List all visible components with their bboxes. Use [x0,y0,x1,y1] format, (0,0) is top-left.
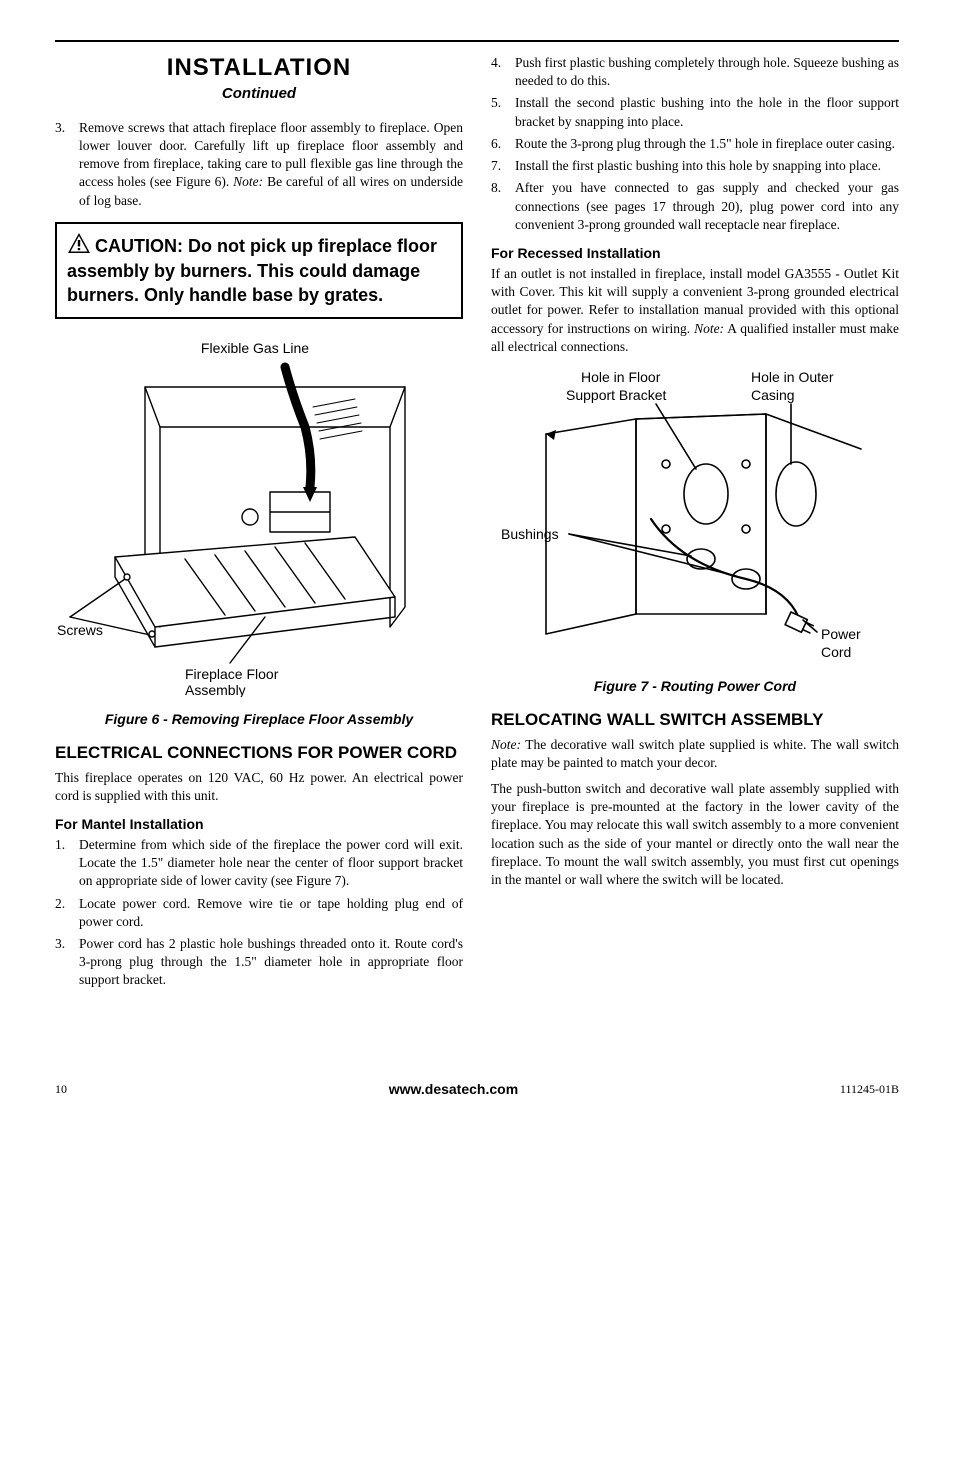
figure-7: Hole in Floor Support Bracket Hole in Ou… [491,364,899,669]
list-text: Install the first plastic bushing into t… [515,157,899,175]
right-top-list: 4. Push first plastic bushing completely… [491,54,899,234]
fig6-label-floor2: Assembly [185,682,246,697]
heading-relocating: RELOCATING WALL SWITCH ASSEMBLY [491,710,899,730]
list-item: 2. Locate power cord. Remove wire tie or… [55,895,463,931]
caution-box: CAUTION: Do not pick up fireplace floor … [55,222,463,319]
fig7-label-hole-outer1: Hole in Outer [751,369,834,385]
list-number: 8. [491,179,515,234]
text-frag: The decorative wall switch plate supplie… [491,737,899,770]
list-item: 6. Route the 3-prong plug through the 1.… [491,135,899,153]
list-item: 7. Install the first plastic bushing int… [491,157,899,175]
footer-page-number: 10 [55,1081,67,1097]
caution-text: CAUTION: Do not pick up fireplace floor … [67,236,437,305]
two-column-layout: INSTALLATION Continued 3. Remove screws … [55,48,899,1000]
warning-icon [67,232,91,260]
paragraph: The push-button switch and decorative wa… [491,780,899,889]
paragraph: Note: The decorative wall switch plate s… [491,736,899,772]
fig7-label-power2: Cord [821,644,851,660]
list-number: 1. [55,836,79,891]
list-text: Push first plastic bushing completely th… [515,54,899,90]
list-number: 3. [55,119,79,210]
fig6-label-flex: Flexible Gas Line [201,340,309,356]
top-rule [55,40,899,42]
paragraph: If an outlet is not installed in firepla… [491,265,899,356]
list-item: 5. Install the second plastic bushing in… [491,94,899,130]
note-label: Note: [694,321,724,336]
list-item: 3. Remove screws that attach fireplace f… [55,119,463,210]
list-number: 2. [55,895,79,931]
list-text: Route the 3-prong plug through the 1.5" … [515,135,899,153]
list-number: 7. [491,157,515,175]
list-text: Power cord has 2 plastic hole bushings t… [79,935,463,990]
fig7-label-hole-floor2: Support Bracket [566,387,666,403]
mantel-list: 1. Determine from which side of the fire… [55,836,463,990]
section-title: INSTALLATION [55,52,463,84]
left-top-list: 3. Remove screws that attach fireplace f… [55,119,463,210]
continued-label: Continued [55,84,463,104]
fig6-caption: Figure 6 - Removing Fireplace Floor Asse… [55,710,463,729]
list-text: Remove screws that attach fireplace floo… [79,119,463,210]
heading-recessed: For Recessed Installation [491,244,899,263]
list-item: 8. After you have connected to gas suppl… [491,179,899,234]
note-label: Note: [491,737,521,752]
footer-url: www.desatech.com [389,1080,518,1099]
fig6-label-floor1: Fireplace Floor [185,666,279,682]
list-number: 3. [55,935,79,990]
fig6-label-screws: Screws [57,622,103,638]
list-item: 4. Push first plastic bushing completely… [491,54,899,90]
list-text: After you have connected to gas supply a… [515,179,899,234]
fig7-label-hole-floor1: Hole in Floor [581,369,661,385]
fig7-caption: Figure 7 - Routing Power Cord [491,677,899,696]
list-number: 4. [491,54,515,90]
right-column: 4. Push first plastic bushing completely… [491,48,899,1000]
list-number: 6. [491,135,515,153]
figure-6: Flexible Gas Line [55,337,463,702]
list-item: 1. Determine from which side of the fire… [55,836,463,891]
note-label: Note: [233,174,263,189]
footer-doc-id: 111245-01B [840,1081,899,1097]
list-text: Install the second plastic bushing into … [515,94,899,130]
list-text: Locate power cord. Remove wire tie or ta… [79,895,463,931]
list-item: 3. Power cord has 2 plastic hole bushing… [55,935,463,990]
left-column: INSTALLATION Continued 3. Remove screws … [55,48,463,1000]
heading-mantel: For Mantel Installation [55,815,463,834]
heading-electrical: ELECTRICAL CONNECTIONS FOR POWER CORD [55,743,463,763]
fig7-label-power1: Power [821,626,861,642]
list-number: 5. [491,94,515,130]
paragraph: This fireplace operates on 120 VAC, 60 H… [55,769,463,805]
page-footer: 10 www.desatech.com 111245-01B [55,1080,899,1099]
fig7-label-bushings: Bushings [501,526,559,542]
fig7-label-hole-outer2: Casing [751,387,795,403]
list-text: Determine from which side of the firepla… [79,836,463,891]
